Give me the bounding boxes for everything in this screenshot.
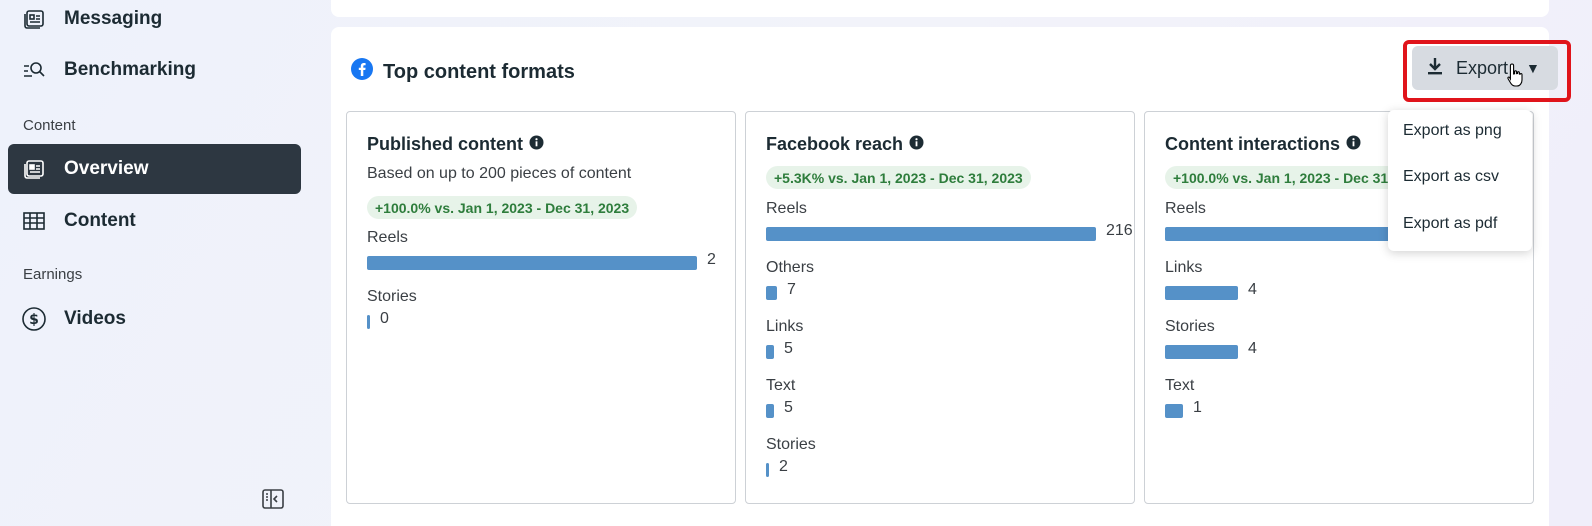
facebook-icon — [351, 58, 373, 86]
comparison-badge: +5.3K% vs. Jan 1, 2023 - Dec 31, 2023 — [766, 166, 1031, 189]
export-button[interactable]: Export ▼ — [1412, 46, 1558, 90]
export-png-item[interactable]: Export as png — [1403, 122, 1502, 139]
sidebar-collapse-icon — [262, 489, 284, 509]
bar — [1165, 286, 1238, 300]
collapse-sidebar-button[interactable] — [260, 487, 286, 511]
caret-down-icon: ▼ — [1526, 60, 1540, 76]
bar-value: 2 — [707, 251, 716, 268]
comparison-badge: +100.0% vs. Jan 1, 2023 - Dec 31, 2023 — [367, 196, 638, 219]
bar — [766, 227, 1096, 241]
bar — [1165, 345, 1238, 359]
bar-label: Text — [1165, 377, 1195, 394]
content-interactions-panel: Content interactions +100.0% vs. Jan 1, … — [1144, 111, 1534, 504]
bar-value: 216 — [1106, 222, 1133, 239]
comparison-badge: +100.0% vs. Jan 1, 2023 - Dec 31, 2023 — [1165, 166, 1436, 189]
messaging-icon — [20, 5, 48, 33]
bar-label: Stories — [766, 436, 816, 453]
sidebar-item-messaging[interactable]: Messaging — [8, 0, 301, 44]
panel-title: Facebook reach — [766, 134, 924, 155]
section-label-earnings: Earnings — [23, 266, 83, 283]
bar-row: Links 4 — [1165, 259, 1515, 311]
sidebar-item-benchmarking[interactable]: Benchmarking — [8, 45, 301, 95]
bar-value: 4 — [1248, 340, 1257, 357]
sidebar-item-label: Overview — [64, 158, 149, 179]
dollar-icon: $ — [20, 305, 48, 333]
bar-label: Reels — [367, 229, 408, 246]
info-icon[interactable] — [909, 134, 924, 155]
panel-title-text: Published content — [367, 134, 524, 154]
bar-value: 4 — [1248, 281, 1257, 298]
bar-row: Text 1 — [1165, 377, 1515, 429]
benchmarking-icon — [20, 56, 48, 84]
bar-value: 0 — [380, 310, 389, 327]
bar-label: Text — [766, 377, 796, 394]
bar-row: Links 5 — [766, 318, 1116, 370]
bar — [367, 256, 697, 270]
export-dropdown-menu: Export as png Export as csv Export as pd… — [1388, 110, 1532, 251]
bar — [367, 315, 370, 329]
bar — [1165, 404, 1183, 418]
export-highlight — [1403, 40, 1571, 102]
published-content-panel: Published content Based on up to 200 pie… — [346, 111, 736, 504]
sidebar-item-label: Messaging — [64, 8, 163, 29]
panel-title-text: Facebook reach — [766, 134, 904, 154]
bar-value: 7 — [787, 281, 796, 298]
export-pdf-item[interactable]: Export as pdf — [1403, 215, 1498, 232]
info-icon[interactable] — [529, 134, 544, 155]
bar-label: Links — [766, 318, 804, 335]
panel-title-text: Content interactions — [1165, 134, 1341, 154]
download-icon — [1426, 56, 1444, 81]
sidebar-item-videos[interactable]: $ Videos — [8, 294, 301, 344]
facebook-reach-panel: Facebook reach +5.3K% vs. Jan 1, 2023 - … — [745, 111, 1135, 504]
sidebar-item-content[interactable]: Content — [8, 196, 301, 246]
bar-row: Reels 2 — [367, 229, 717, 281]
panel-subtitle: Based on up to 200 pieces of content — [367, 165, 632, 182]
bar-label: Links — [1165, 259, 1203, 276]
bar-label: Reels — [766, 200, 807, 217]
bar — [766, 404, 774, 418]
bar — [766, 345, 774, 359]
sidebar-item-overview[interactable]: Overview — [8, 144, 301, 194]
top-content-formats-card: Top content formats Export ▼ Published c… — [331, 27, 1571, 526]
bar-label: Others — [766, 259, 815, 276]
bar-row: Stories 4 — [1165, 318, 1515, 370]
svg-text:$: $ — [29, 312, 39, 328]
bar-value: 2 — [779, 458, 788, 475]
export-csv-item[interactable]: Export as csv — [1403, 168, 1500, 185]
info-icon[interactable] — [1346, 134, 1361, 155]
bar-row: Reels 216 — [766, 200, 1133, 252]
sidebar-item-label: Benchmarking — [64, 59, 196, 80]
bar — [766, 463, 769, 477]
bar-row: Text 5 — [766, 377, 1116, 429]
bar-value: 5 — [784, 399, 793, 416]
bar-value: 1 — [1193, 399, 1202, 416]
export-label: Export — [1456, 57, 1509, 78]
sidebar: Messaging Benchmarking Content Overview … — [0, 0, 331, 526]
bar-label: Reels — [1165, 200, 1206, 217]
panel-title: Published content — [367, 134, 544, 155]
sidebar-item-label: Videos — [64, 308, 126, 329]
section-label-content: Content — [23, 117, 76, 134]
table-icon — [20, 207, 48, 235]
bar-label: Stories — [367, 288, 417, 305]
overview-icon — [20, 155, 48, 183]
hand-cursor-icon — [1506, 62, 1526, 93]
card-title-text: Top content formats — [383, 60, 575, 83]
panel-title: Content interactions — [1165, 134, 1361, 155]
bar — [766, 286, 777, 300]
bar-row: Others 7 — [766, 259, 1116, 311]
bar-value: 5 — [784, 340, 793, 357]
sidebar-item-label: Content — [64, 210, 136, 231]
bar-row: Stories 2 — [766, 436, 1116, 488]
bar-row: Stories 0 — [367, 288, 717, 340]
bar-label: Stories — [1165, 318, 1215, 335]
card-title: Top content formats — [351, 58, 575, 86]
previous-card — [331, 0, 1549, 17]
